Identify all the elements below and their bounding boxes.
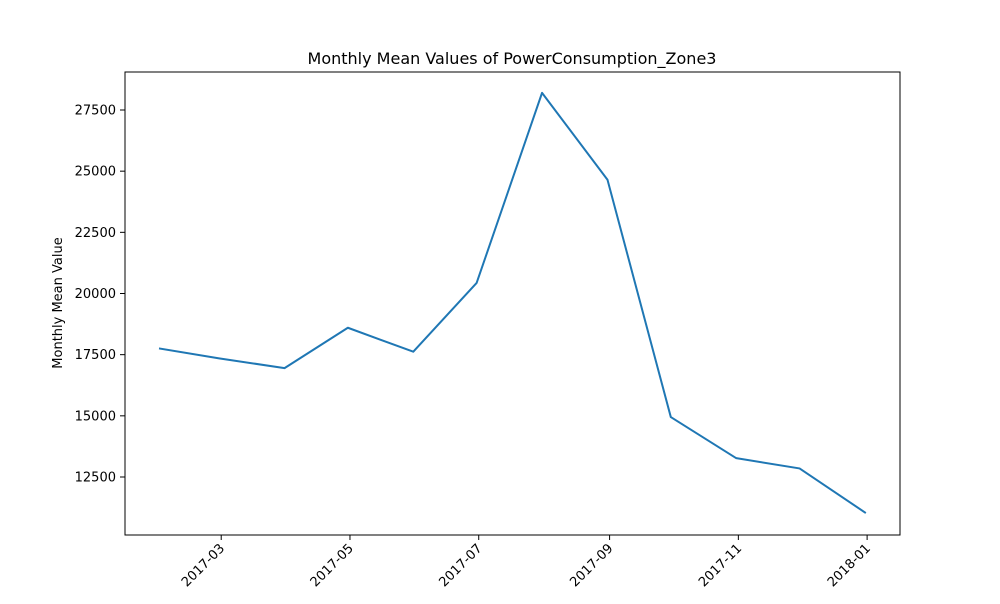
y-tick-label: 25000: [75, 165, 116, 180]
y-tick-label: 15000: [75, 409, 116, 424]
y-tick-label: 22500: [75, 226, 116, 241]
y-tick-label: 27500: [75, 104, 116, 119]
y-tick-label: 17500: [75, 348, 116, 363]
y-axis-label: Monthly Mean Value: [51, 237, 66, 368]
chart-title: Monthly Mean Values of PowerConsumption_…: [308, 49, 717, 69]
y-tick-label: 12500: [75, 471, 116, 486]
y-tick-label: 20000: [75, 287, 116, 302]
